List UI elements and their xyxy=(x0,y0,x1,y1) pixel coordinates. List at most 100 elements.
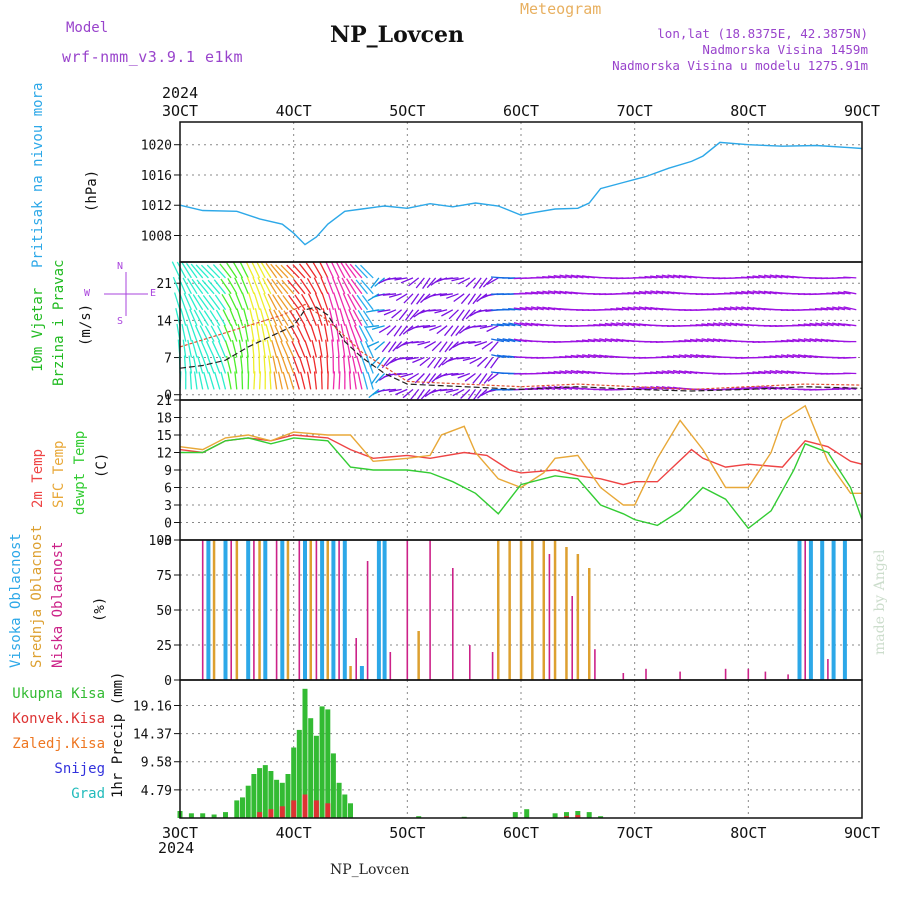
wind-barb xyxy=(712,338,726,343)
wind-barb xyxy=(809,322,823,327)
wind-barb xyxy=(328,308,335,326)
wind-barb xyxy=(415,277,425,289)
wind-barb xyxy=(402,388,414,399)
wind-barb xyxy=(420,293,431,304)
time-tick-top: 6OCT xyxy=(503,102,539,120)
wind-barb xyxy=(273,371,278,390)
wind-barb xyxy=(718,322,732,327)
wind-barb xyxy=(536,386,550,391)
wind-barb xyxy=(404,309,414,321)
wind-barb xyxy=(189,308,198,326)
wind-barb xyxy=(809,308,823,311)
precip-total-bar xyxy=(223,812,228,818)
wind-barb xyxy=(746,275,760,279)
wind-barb xyxy=(746,290,760,295)
cloud-bar-high xyxy=(831,540,836,680)
wind-barb xyxy=(746,371,760,375)
wind-barb xyxy=(393,325,403,337)
wind-barb xyxy=(172,276,181,295)
wind-barb xyxy=(228,293,238,311)
wind-barb xyxy=(701,338,715,343)
wind-barb xyxy=(194,324,204,342)
pressure-panel-frame xyxy=(179,121,863,263)
precip-tick-label: 4.79 xyxy=(141,784,172,799)
wind-barb xyxy=(183,292,192,311)
wind-barb xyxy=(460,388,471,399)
wind-barb xyxy=(234,371,238,390)
cloud-bar-low xyxy=(201,540,204,680)
wind-barb xyxy=(491,354,505,359)
wind-barb xyxy=(266,339,272,358)
wind-barb xyxy=(843,276,857,279)
wind-barb xyxy=(240,355,244,374)
wind-barb xyxy=(289,310,300,327)
wind-barb xyxy=(338,371,341,390)
wind-barb xyxy=(215,309,227,327)
pressure-tick-label: 1008 xyxy=(141,230,172,245)
precip-tick-label: 19.16 xyxy=(133,699,172,714)
wind-barb xyxy=(388,277,402,280)
wind-barb xyxy=(486,277,499,285)
cloud-bar-low xyxy=(275,540,278,680)
wind-barb xyxy=(400,277,414,284)
wind-barb xyxy=(741,306,755,311)
wind-barb xyxy=(192,355,198,374)
wind-barb xyxy=(270,263,283,279)
wind-barb xyxy=(269,324,278,342)
cloud-bar-low xyxy=(787,674,789,680)
wind-barb xyxy=(216,325,227,342)
time-tick-top: 7OCT xyxy=(617,102,653,120)
wind-barb xyxy=(286,264,300,279)
wind-barb xyxy=(266,278,278,295)
wind-barb xyxy=(434,309,448,314)
wind-barb xyxy=(570,354,584,359)
wind-barb xyxy=(213,279,227,295)
wind-barb xyxy=(269,371,272,390)
wind-barb xyxy=(593,354,607,359)
wind-barb xyxy=(820,307,834,311)
wind-barb xyxy=(336,277,346,295)
wind-barb xyxy=(655,290,669,295)
wind-barb xyxy=(378,325,391,334)
wind-barb xyxy=(476,357,488,367)
temp-tick-label: -3 xyxy=(156,534,172,549)
wind-barb xyxy=(335,323,340,342)
time-tick-bottom: 9OCT xyxy=(844,824,880,842)
wind-barb xyxy=(576,339,590,343)
wind-barb xyxy=(530,291,544,295)
wind-barb xyxy=(260,262,272,279)
wind-barb xyxy=(292,356,300,374)
wind-barb xyxy=(334,308,340,326)
wind-barb xyxy=(197,356,204,374)
wind-barb xyxy=(294,294,306,311)
precip-tick-label: 14.37 xyxy=(133,728,172,743)
wind-barb xyxy=(701,323,715,327)
wind-barb xyxy=(190,324,198,342)
wind-barb xyxy=(306,277,317,295)
wind-barb xyxy=(345,263,357,279)
wind-barb xyxy=(729,322,743,327)
wind-barb xyxy=(832,322,846,327)
wind-barb xyxy=(197,294,209,311)
time-tick-top: 3OCT xyxy=(162,102,198,120)
wind-barb xyxy=(468,340,482,345)
wind-barb xyxy=(576,354,590,359)
wind-barb xyxy=(621,322,635,327)
temp-tick-label: 18 xyxy=(156,412,172,427)
wind-barb xyxy=(306,371,312,390)
wind-barb xyxy=(303,324,312,342)
wind-barb xyxy=(419,356,431,367)
wind-barb xyxy=(275,340,283,358)
wind-barb xyxy=(559,274,573,279)
wind-barb xyxy=(553,274,567,279)
precip-total-bar xyxy=(200,813,206,818)
cloud-bar-low xyxy=(406,540,409,680)
wind-barb xyxy=(349,263,363,279)
temp-tick-label: 9 xyxy=(164,464,172,479)
precip-panel-frame xyxy=(179,679,863,819)
wind-barb xyxy=(329,323,335,342)
wind-barb xyxy=(489,341,499,352)
wind-barb xyxy=(780,339,794,343)
cloud-bar-low xyxy=(491,652,494,680)
